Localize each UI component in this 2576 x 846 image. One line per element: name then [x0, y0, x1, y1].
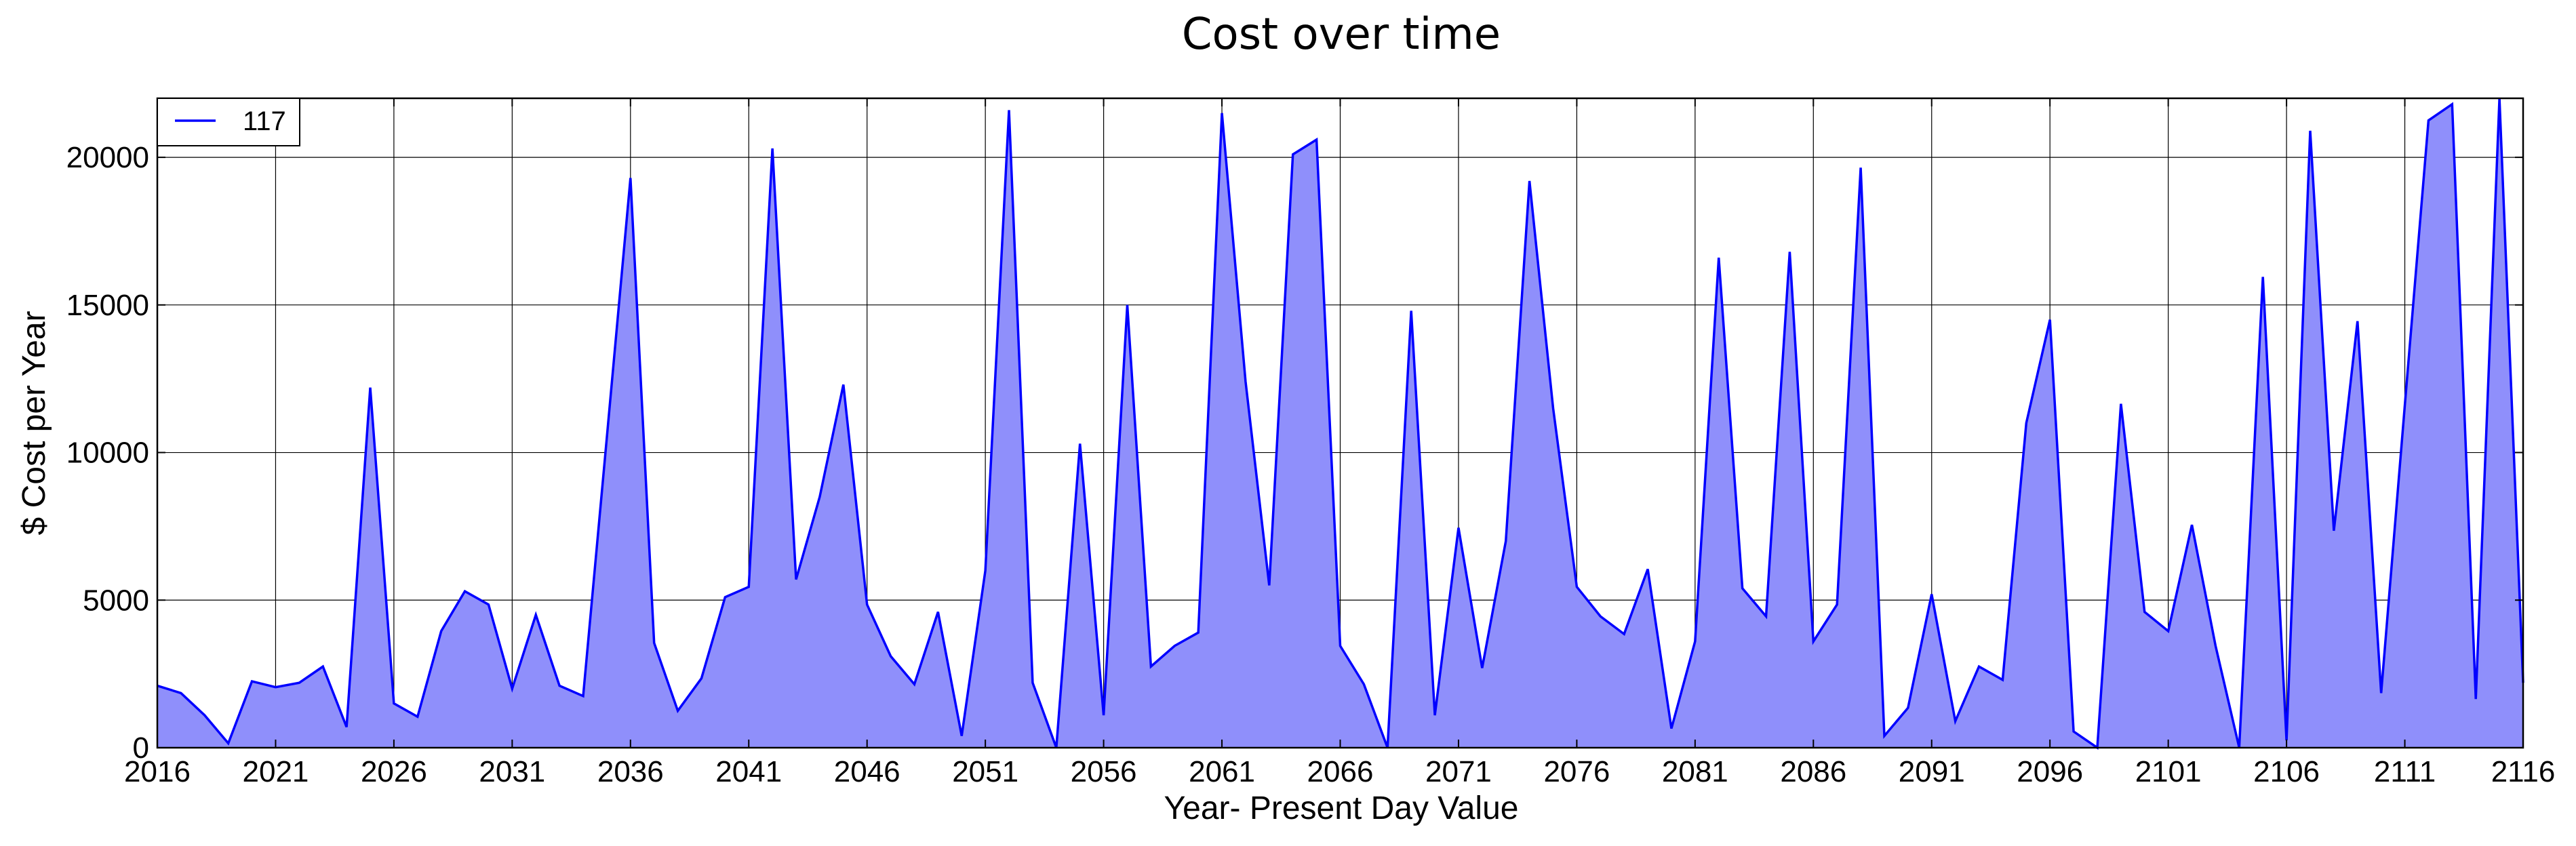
x-tick-label: 2111 [2374, 755, 2436, 788]
x-tick-label: 2106 [2253, 755, 2320, 788]
x-tick-label: 2071 [1425, 755, 1492, 788]
x-tick-label: 2101 [2135, 755, 2202, 788]
x-tick-label: 2041 [715, 755, 782, 788]
y-tick-label: 10000 [66, 437, 149, 470]
plot-area [156, 97, 2524, 750]
x-tick-label: 2061 [1189, 755, 1255, 788]
x-tick-label: 2081 [1662, 755, 1728, 788]
x-tick-label: 2016 [124, 755, 191, 788]
x-tick-labels: 2016 2021 2026 2031 2036 2041 2046 2051 2056 2061… [124, 755, 2555, 788]
x-tick-label: 2066 [1307, 755, 1374, 788]
x-tick-label: 2021 [243, 755, 309, 788]
y-tick-label: 20000 [66, 141, 149, 174]
y-tick-label: 15000 [66, 289, 149, 322]
x-tick-label: 2051 [952, 755, 1018, 788]
y-tick-label: 0 [133, 731, 149, 765]
x-tick-label: 2046 [834, 755, 900, 788]
axis-ticks [157, 98, 2524, 748]
x-tick-label: 2026 [361, 755, 427, 788]
x-tick-label: 2056 [1071, 755, 1137, 788]
y-tick-labels: 0 5000 10000 15000 20000 [66, 141, 149, 765]
y-tick-label: 5000 [83, 584, 149, 617]
series-area-fill [157, 98, 2523, 748]
legend: 117 [157, 98, 300, 146]
chart-title: Cost over time [1182, 9, 1501, 60]
y-axis-label: $ Cost per Year [16, 311, 52, 536]
series-line [157, 98, 2524, 750]
x-tick-label: 2031 [479, 755, 545, 788]
x-tick-label: 2086 [1780, 755, 1846, 788]
x-tick-label: 2116 [2491, 755, 2556, 788]
x-tick-label: 2091 [1899, 755, 1965, 788]
legend-box [157, 98, 300, 146]
x-axis-label: Year- Present Day Value [1164, 790, 1519, 826]
x-tick-label: 2076 [1543, 755, 1610, 788]
x-tick-label: 2036 [597, 755, 664, 788]
x-tick-label: 2096 [2017, 755, 2083, 788]
legend-label: 117 [243, 106, 286, 136]
